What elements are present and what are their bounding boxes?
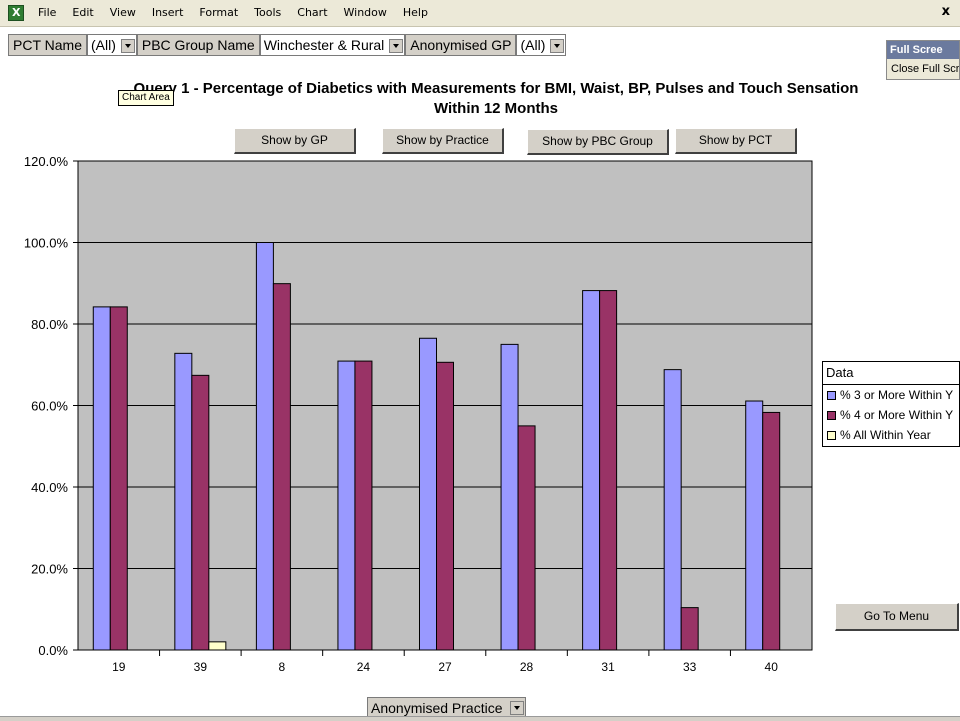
full-screen-toolbar-title[interactable]: Full Scree (887, 41, 959, 59)
anonymised-gp-dropdown[interactable]: (All) (516, 34, 567, 56)
y-tick-label: 40.0% (31, 480, 68, 495)
legend-label: % 4 or More Within Y (840, 408, 954, 422)
x-tick-label: 19 (112, 660, 126, 674)
bar (354, 360, 373, 651)
chart-area-tooltip: Chart Area (118, 90, 174, 106)
y-tick-label: 100.0% (24, 236, 69, 251)
go-to-menu-button[interactable]: Go To Menu (835, 603, 959, 631)
bar (272, 283, 291, 651)
legend-label: % 3 or More Within Y (840, 388, 954, 402)
y-tick-label: 0.0% (38, 643, 68, 658)
chevron-down-icon[interactable] (509, 701, 524, 715)
pivot-page-fields: PCT Name (All) PBC Group Name Winchester… (8, 34, 567, 56)
close-full-screen-button[interactable]: Close Full Scree (891, 63, 960, 75)
bar (255, 242, 274, 651)
legend-label: % All Within Year (840, 428, 931, 442)
bar (419, 337, 437, 651)
show-by-practice-button[interactable]: Show by Practice (382, 128, 504, 154)
y-tick-label: 20.0% (31, 562, 68, 577)
pbc-group-dropdown[interactable]: Winchester & Rural (259, 34, 406, 56)
show-by-gp-button[interactable]: Show by GP (234, 128, 356, 154)
anonymised-practice-label: Anonymised Practice (371, 700, 503, 716)
menu-bar: File Edit View Insert Format Tools Chart… (0, 0, 960, 27)
menu-format[interactable]: Format (199, 6, 239, 19)
full-screen-toolbar: Full Scree Close Full Scree (886, 40, 960, 80)
x-tick-label: 24 (357, 660, 371, 674)
legend-swatch (827, 410, 836, 420)
bar (500, 343, 519, 651)
pct-name-value: (All) (90, 37, 116, 53)
chart-title-line-2: Within 12 Months (433, 100, 559, 117)
bar (680, 607, 699, 651)
x-tick-label: 39 (194, 660, 208, 674)
bar (337, 360, 356, 651)
excel-icon[interactable] (8, 5, 24, 21)
legend-entry-4-or-more: % 4 or More Within Y (823, 405, 959, 425)
anonymised-gp-field[interactable]: Anonymised GP (405, 34, 517, 56)
menu-tools[interactable]: Tools (254, 6, 282, 19)
y-tick-label: 80.0% (31, 317, 68, 332)
menu-view[interactable]: View (109, 6, 136, 19)
menu-edit[interactable]: Edit (72, 6, 94, 19)
bar (92, 306, 111, 651)
anonymised-practice-field[interactable]: Anonymised Practice (367, 697, 526, 719)
menu-chart[interactable]: Chart (297, 6, 328, 19)
y-tick-label: 60.0% (31, 399, 68, 414)
pct-name-dropdown[interactable]: (All) (86, 34, 137, 56)
x-tick-label: 8 (279, 660, 286, 674)
bar (663, 369, 682, 651)
x-tick-label: 28 (520, 660, 534, 674)
x-tick-label: 31 (601, 660, 615, 674)
menu-file[interactable]: File (38, 6, 57, 19)
legend-title: Data (823, 362, 959, 385)
x-tick-label: 33 (683, 660, 697, 674)
chart-legend[interactable]: Data % 3 or More Within Y % 4 or More Wi… (822, 361, 960, 447)
menu-insert[interactable]: Insert (151, 6, 184, 19)
bar (191, 374, 210, 651)
bar (599, 290, 618, 651)
sheet-tab-strip (0, 716, 960, 721)
bar (208, 641, 227, 651)
bar (762, 411, 781, 651)
legend-entry-all-within-year: % All Within Year (823, 425, 959, 445)
show-by-pbc-group-button[interactable]: Show by PBC Group (527, 129, 669, 155)
chevron-down-icon[interactable] (389, 39, 404, 53)
anonymised-gp-value: (All) (520, 37, 546, 53)
legend-swatch (827, 390, 836, 400)
y-tick-label: 120.0% (24, 154, 69, 169)
bar (517, 425, 536, 651)
bar (109, 306, 128, 651)
bar (582, 290, 601, 651)
legend-entry-3-or-more: % 3 or More Within Y (823, 385, 959, 405)
bar (174, 352, 193, 651)
chart-title-line-1: Query 1 - Percentage of Diabetics with M… (133, 80, 859, 97)
bar-chart: 0.0% 20.0% 40.0% 60.0% 80.0% 100.0% 120.0% 19 39… (24, 154, 813, 674)
chevron-down-icon[interactable] (120, 39, 135, 53)
pbc-group-field[interactable]: PBC Group Name (136, 34, 260, 56)
pbc-group-value: Winchester & Rural (263, 37, 385, 53)
show-by-pct-button[interactable]: Show by PCT (675, 128, 797, 154)
close-window-icon[interactable]: x (941, 4, 950, 19)
bar (436, 361, 454, 651)
x-tick-label: 40 (765, 660, 779, 674)
x-tick-label: 27 (438, 660, 452, 674)
legend-swatch (827, 430, 836, 440)
chevron-down-icon[interactable] (550, 39, 565, 53)
bar (745, 400, 764, 651)
pct-name-field[interactable]: PCT Name (8, 34, 87, 56)
menu-window[interactable]: Window (343, 6, 387, 19)
chart-title: Query 1 - Percentage of Diabetics with M… (120, 79, 872, 119)
menu-help[interactable]: Help (402, 6, 428, 19)
